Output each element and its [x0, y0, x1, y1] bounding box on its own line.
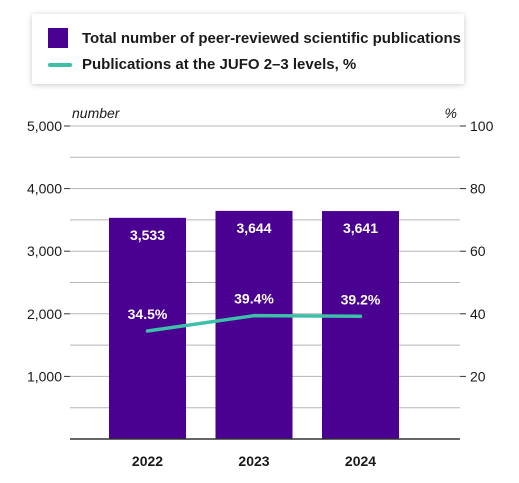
bar-value-label: 3,644: [236, 220, 271, 236]
x-tick-label: 2023: [238, 453, 269, 469]
x-tick-label: 2022: [132, 453, 163, 469]
right-tick-label: 100: [470, 118, 494, 134]
right-tick-label: 40: [470, 306, 486, 322]
left-tick-label: 5,000: [27, 118, 62, 134]
legend-entry-bars: Total number of peer-reviewed scientific…: [48, 28, 461, 48]
line-value-label: 34.5%: [128, 306, 168, 322]
line-value-label: 39.2%: [341, 291, 381, 307]
legend-swatch-line: [48, 62, 72, 67]
bar-series: [109, 210, 399, 439]
x-tick-label: 2024: [345, 453, 376, 469]
line-value-label: 39.4%: [234, 291, 274, 307]
line-series: [145, 313, 363, 333]
data-labels: 3,533 3,644 3,641 34.5% 39.4% 39.2%: [128, 220, 381, 322]
right-axis-label: %: [445, 105, 457, 121]
legend-label-bars: Total number of peer-reviewed scientific…: [82, 29, 461, 47]
left-tick-label: 3,000: [27, 243, 62, 259]
right-tick-label: 80: [470, 181, 486, 197]
bar-value-label: 3,641: [343, 220, 378, 236]
legend-entry-line: Publications at the JUFO 2–3 levels, %: [48, 56, 356, 73]
legend-swatch-bars: [48, 28, 68, 48]
axes: 1,000 2,000 3,000 4,000 5,000 20 40 60 80 100 2022…: [27, 118, 494, 469]
bar-2023: [215, 210, 293, 439]
left-tick-label: 2,000: [27, 306, 62, 322]
legend-label-line: Publications at the JUFO 2–3 levels, %: [82, 56, 357, 73]
bar-2024: [322, 211, 399, 439]
left-tick-label: 4,000: [27, 181, 62, 197]
left-tick-label: 1,000: [27, 368, 62, 384]
chart-legend: Total number of peer-reviewed scientific…: [32, 14, 464, 84]
left-axis-label: number: [72, 105, 121, 121]
right-tick-label: 60: [470, 243, 486, 259]
bar-value-label: 3,533: [130, 227, 165, 243]
line-path: [145, 313, 363, 333]
right-tick-label: 20: [470, 368, 486, 384]
